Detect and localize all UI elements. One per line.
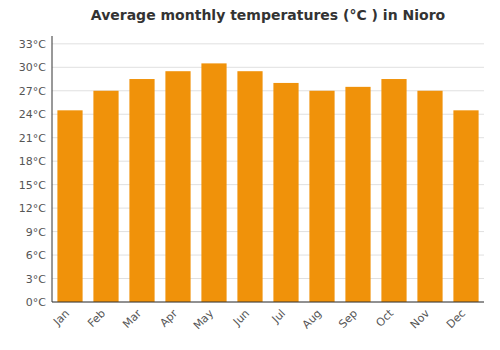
bar <box>345 87 370 302</box>
bar <box>57 110 82 302</box>
chart-title: Average monthly temperatures (°C ) in Ni… <box>91 7 446 23</box>
bars <box>57 63 478 302</box>
y-tick-label: 9°C <box>26 226 46 239</box>
y-tick-label: 24°C <box>19 108 46 121</box>
x-axis-line <box>52 302 484 303</box>
y-tick-label: 3°C <box>26 273 46 286</box>
x-tick-label: Mar <box>120 307 144 331</box>
x-axis-ticks: Jan Feb Mar Apr May Jun Jul Aug Sep Oct Nov Dec <box>50 306 468 332</box>
bar <box>237 71 262 302</box>
y-tick-label: 6°C <box>26 249 46 262</box>
y-tick-label: 12°C <box>19 202 46 215</box>
grid-line <box>52 43 484 44</box>
y-tick-label: 27°C <box>19 85 46 98</box>
grid <box>52 44 484 302</box>
x-tick-label: Dec <box>444 307 468 331</box>
y-tick-label: 0°C <box>26 296 46 309</box>
y-tick-label: 33°C <box>19 38 46 51</box>
x-tick-label: Sep <box>336 307 360 331</box>
x-tick-label: Aug <box>300 307 324 331</box>
bar <box>201 63 226 302</box>
x-tick-label: Jun <box>230 307 252 329</box>
y-tick-label: 21°C <box>19 132 46 145</box>
x-tick-label: May <box>191 307 217 333</box>
y-tick-label: 18°C <box>19 155 46 168</box>
bar <box>381 79 406 302</box>
x-tick-label: Apr <box>157 307 180 330</box>
grid-line <box>52 67 484 68</box>
grid-line <box>52 302 484 303</box>
bar <box>309 91 334 302</box>
chart-container: Average monthly temperatures (°C ) in Ni… <box>0 0 500 350</box>
x-tick-label: Oct <box>373 306 396 329</box>
bar <box>417 91 442 302</box>
y-tick-label: 30°C <box>19 61 46 74</box>
bar <box>129 79 154 302</box>
x-tick-label: Nov <box>408 307 433 332</box>
x-tick-label: Jul <box>269 307 288 326</box>
y-axis-ticks: 0°C 3°C 6°C 9°C 12°C 15°C 18°C 21°C 24°C 27°C 30°C… <box>19 38 46 309</box>
bar <box>93 91 118 302</box>
y-tick-label: 15°C <box>19 179 46 192</box>
y-axis-line <box>52 36 53 302</box>
bar <box>273 83 298 302</box>
bar <box>165 71 190 302</box>
x-tick-label: Jan <box>50 307 72 329</box>
chart-svg: Average monthly temperatures (°C ) in Ni… <box>0 0 500 350</box>
x-tick-label: Feb <box>85 307 108 330</box>
bar <box>453 110 478 302</box>
